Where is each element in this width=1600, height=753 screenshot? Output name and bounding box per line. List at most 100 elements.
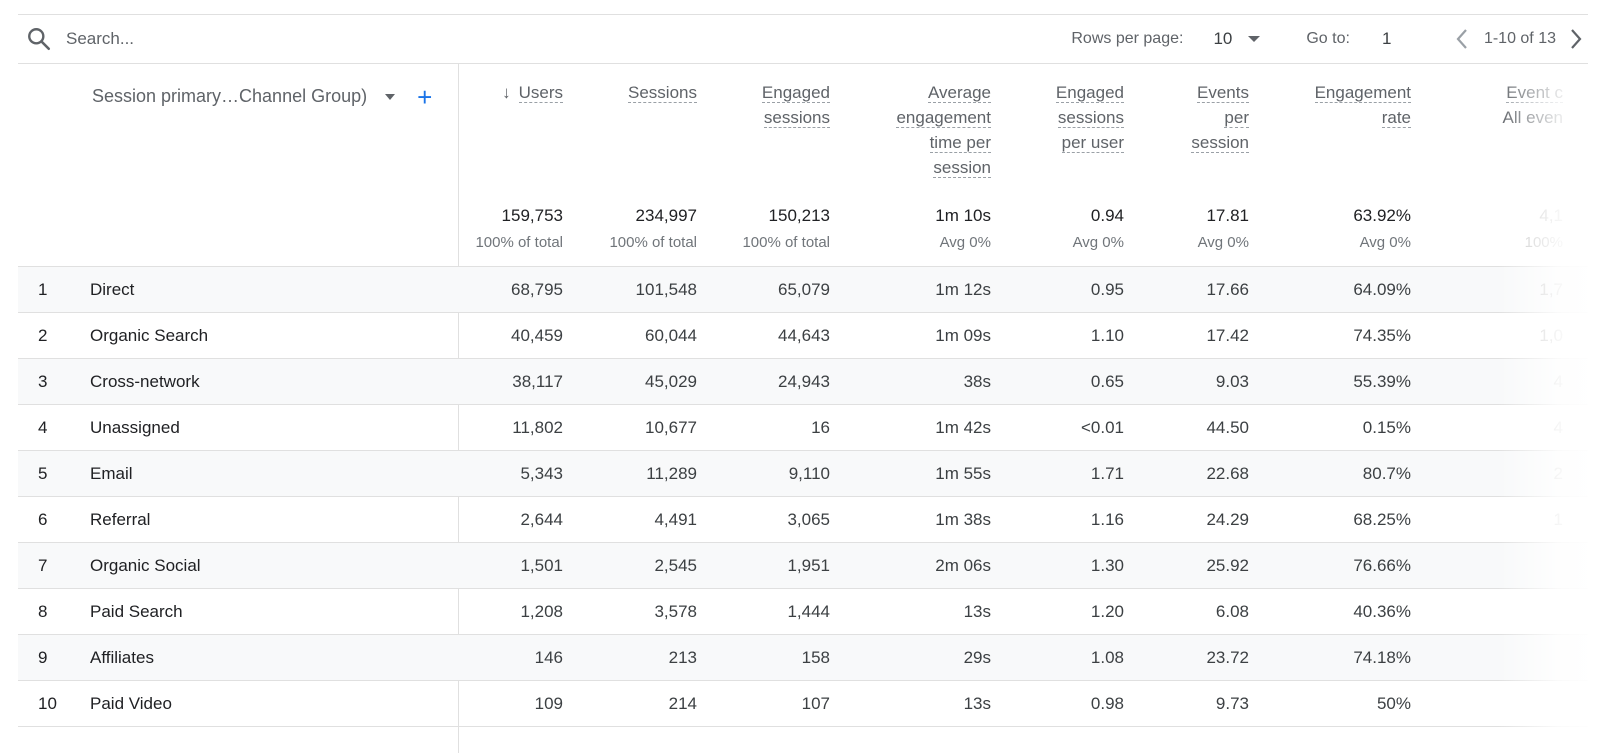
chevron-down-icon[interactable] [385,93,396,100]
rows-per-page-select[interactable]: 10 [1213,29,1261,49]
add-dimension-icon[interactable]: + [417,81,433,112]
table-row[interactable]: 10 Paid Video 109 214 107 13s 0.98 9.73 50% [18,681,1588,727]
row-index: 5 [38,464,48,483]
metric-header-text: Users [518,83,563,103]
row-metric-value: 9,110 [788,464,830,483]
row-metric-value: 1.20 [1090,602,1124,621]
metric-total-sub: 100% of total [475,234,563,251]
metric-header-text: Engaged [1055,83,1124,103]
row-dimension-value: Cross-network [90,372,200,391]
row-metric-value: 68,795 [511,280,563,299]
row-metric-value: 40.36% [1353,602,1411,621]
row-metric-value: 24,943 [778,372,830,391]
row-index: 10 [38,694,57,713]
next-page-icon[interactable] [1564,27,1588,51]
row-metric-value: 16 [811,418,830,437]
row-metric-value: 1.08 [1090,648,1124,667]
previous-page-icon[interactable] [1450,27,1474,51]
row-metric-value: 2 [1553,464,1563,483]
row-metric-value: 9.73 [1215,694,1249,713]
metric-total-sub: 100% of total [609,234,697,251]
metric-header-line: session [1191,130,1249,155]
metric-header-line: All even [1503,105,1563,130]
table-row[interactable]: 4 Unassigned 11,802 10,677 16 1m 42s <0.01 44.5… [18,405,1588,451]
metric-header-label[interactable]: Engaged sessions per user [1055,80,1124,155]
table-row[interactable]: 8 Paid Search 1,208 3,578 1,444 13s 1.20 6.08 40… [18,589,1588,635]
row-metric-value: 1m 38s [935,510,991,529]
metric-header-text: engagement [896,108,991,128]
row-metric-value: 38,117 [512,372,563,391]
row-metric-value: 146 [534,648,563,667]
table-row[interactable]: 1 Direct 68,795 101,548 65,079 1m 12s 0.95 17.6… [18,267,1588,313]
row-dimension-value: Paid Video [90,694,172,713]
metric-header-label[interactable]: Events per session [1191,80,1249,155]
metric-column-header[interactable]: Engaged sessions per user 0.94 Avg 0% [18,64,1124,266]
row-metric-value: 4 [1553,418,1563,437]
metric-header-text: session [1191,133,1249,153]
row-metric-value: 1.30 [1090,556,1124,575]
row-metric-value: 9.03 [1215,372,1249,391]
row-metric-value: 1,0 [1539,326,1563,345]
row-metric-value: 2,545 [654,556,697,575]
row-metric-value: 13s [963,602,991,621]
table-row[interactable]: 5 Email 5,343 11,289 9,110 1m 55s 1.71 22.68 80.… [18,451,1588,497]
metric-header-line: sessions [762,105,830,130]
row-metric-value: 1,501 [520,556,563,575]
go-to-input[interactable]: 1 [1381,29,1392,48]
table-row[interactable]: 3 Cross-network 38,117 45,029 24,943 38s 0.65 9… [18,359,1588,405]
row-metric-value: 2m 06s [935,556,991,575]
row-metric-value: 24.29 [1206,510,1249,529]
metric-header-text: All even [1502,108,1563,127]
row-metric-value: 0.65 [1090,372,1124,391]
row-metric-value: 0.95 [1090,280,1124,299]
metric-header-text: per [1224,108,1249,128]
table-body: 1 Direct 68,795 101,548 65,079 1m 12s 0.95 17.6… [18,267,1588,727]
metric-column-header[interactable]: ↓ Users 159,753 100% of total [18,64,563,266]
row-index: 2 [38,326,48,345]
row-metric-value: 13s [963,694,991,713]
row-metric-value: 4 [1553,372,1563,391]
sort-descending-icon[interactable]: ↓ [502,83,511,102]
metric-column-header[interactable]: Event c All even 4,1 100% [18,64,1563,266]
table-row[interactable]: 6 Referral 2,644 4,491 3,065 1m 38s 1.16 24.29 6… [18,497,1588,543]
metric-column-header[interactable]: Events per session 17.81 Avg 0% [18,64,1249,266]
row-metric-value: 50% [1376,694,1411,713]
metric-header-label[interactable]: Engaged sessions [761,80,830,130]
row-dimension-value: Paid Search [90,602,183,621]
table-row[interactable]: 7 Organic Social 1,501 2,545 1,951 2m 06s 1.30… [18,543,1588,589]
rows-per-page-label: Rows per page: [1071,30,1184,47]
pagination-controls: Rows per page: 10 Go to: 1 1-10 of 13 [1071,27,1588,51]
row-metric-value: 44,643 [778,326,830,345]
row-metric-value: 213 [668,648,697,667]
search-icon[interactable] [26,26,52,52]
metric-column-header[interactable]: Average engagement time per session 1m 10s Av… [18,64,991,266]
metric-header-line: per user [1056,130,1124,155]
metric-header-line: engagement [896,105,991,130]
row-index: 6 [38,510,48,529]
metric-column-header[interactable]: Engaged sessions 150,213 100% of total [18,64,830,266]
metric-header-label[interactable]: ↓ Users [502,80,563,105]
row-metric-value: 1m 09s [935,326,991,345]
metric-header-label[interactable]: Average engagement time per session [896,80,991,180]
metric-header-label[interactable]: Sessions [628,80,697,105]
table-row[interactable]: 2 Organic Search 40,459 60,044 44,643 1m 09s 1… [18,313,1588,359]
table-row[interactable]: 9 Affiliates 146 213 158 29s 1.08 23.72 74.18% [18,635,1588,681]
metric-total: 159,753 [501,206,563,225]
row-dimension-value: Organic Social [90,556,201,575]
metric-header-text: session [933,158,991,178]
metric-total: 1m 10s [935,206,991,225]
metric-total: 150,213 [768,206,830,225]
metric-header-label[interactable]: Engagement rate [1314,80,1411,130]
metric-header-label[interactable]: Event c All even [1503,80,1563,130]
row-metric-value: 74.35% [1353,326,1411,345]
metric-header-text: per user [1061,133,1124,153]
row-metric-value: 76.66% [1353,556,1411,575]
metric-total-sub: Avg 0% [1359,234,1411,251]
row-metric-value: 109 [534,694,563,713]
search-input[interactable] [64,28,368,50]
table-toolbar: Rows per page: 10 Go to: 1 1-10 of 13 [18,14,1588,64]
metric-column-header[interactable]: Sessions 234,997 100% of total [18,64,697,266]
metric-column-header[interactable]: Engagement rate 63.92% Avg 0% [18,64,1411,266]
dimension-header[interactable]: Session primary…Channel Group) + [92,81,433,112]
row-dimension-value: Affiliates [90,648,154,667]
